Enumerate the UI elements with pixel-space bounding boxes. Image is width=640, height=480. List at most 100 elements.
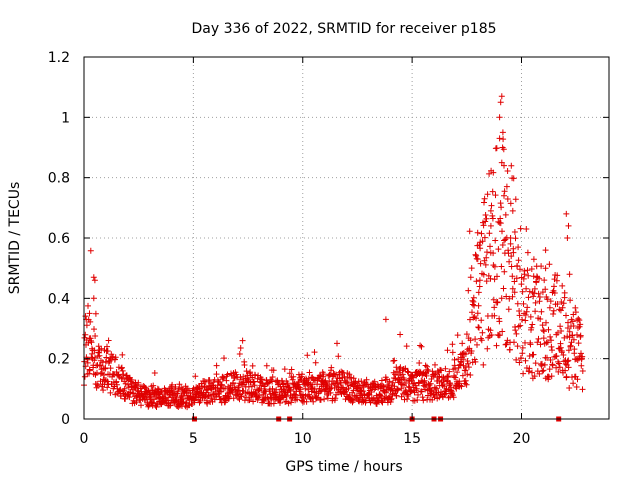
data-point — [466, 228, 473, 235]
data-point — [432, 361, 438, 368]
data-point — [405, 383, 412, 390]
data-point — [465, 364, 472, 371]
data-point — [531, 285, 538, 292]
data-point — [95, 382, 102, 389]
data-point — [551, 290, 558, 296]
data-point — [514, 343, 521, 350]
data-point — [208, 395, 215, 402]
data-point — [87, 318, 94, 325]
data-point — [462, 377, 469, 384]
data-point — [213, 362, 220, 369]
data-point — [101, 372, 107, 378]
data-point — [104, 378, 111, 385]
data-point — [565, 222, 572, 229]
data-point — [373, 401, 380, 407]
data-point — [501, 192, 507, 199]
data-point — [565, 357, 572, 364]
data-point — [478, 230, 485, 237]
data-point — [482, 212, 489, 218]
data-point — [458, 383, 465, 390]
data-point — [327, 389, 334, 396]
chart-title: Day 336 of 2022, SRMTID for receiver p18… — [191, 21, 496, 37]
data-point — [311, 349, 318, 356]
data-point — [104, 343, 110, 350]
data-point — [548, 337, 555, 344]
x-tick-label: 0 — [80, 431, 89, 447]
data-point — [538, 263, 545, 270]
data-point — [464, 358, 471, 364]
data-point — [577, 332, 584, 339]
data-point — [547, 357, 554, 363]
data-point — [519, 344, 526, 351]
data-point — [544, 339, 551, 346]
data-point — [463, 331, 470, 338]
data-point — [258, 376, 265, 383]
data-point — [508, 263, 515, 270]
data-point — [579, 368, 586, 374]
data-point — [388, 396, 395, 403]
y-tick-label: 0 — [61, 412, 70, 428]
data-point — [423, 372, 430, 379]
data-point — [567, 342, 574, 349]
data-point — [487, 207, 494, 214]
data-point — [247, 379, 254, 386]
data-point — [532, 308, 539, 315]
data-point — [523, 226, 530, 232]
data-point — [565, 347, 572, 354]
data-point — [516, 359, 523, 366]
data-point — [460, 356, 467, 363]
data-point — [535, 335, 542, 342]
data-point — [305, 386, 312, 393]
data-point — [413, 385, 420, 392]
grid-lines — [84, 57, 609, 419]
data-point — [474, 229, 481, 236]
data-point — [548, 373, 555, 380]
data-point — [520, 300, 527, 307]
data-point — [507, 200, 514, 207]
data-point — [97, 370, 104, 377]
data-point — [386, 378, 393, 385]
data-point — [530, 351, 537, 358]
data-point — [302, 385, 309, 392]
data-point — [503, 183, 510, 190]
data-point — [529, 369, 535, 376]
y-tick-label: 0.8 — [48, 171, 70, 187]
data-point — [250, 398, 257, 405]
data-point — [480, 361, 487, 368]
data-point — [554, 301, 561, 307]
data-point — [294, 396, 301, 403]
data-point — [481, 257, 488, 264]
data-point — [534, 339, 541, 346]
data-point — [509, 273, 516, 280]
data-point — [561, 289, 568, 296]
data-point — [472, 251, 479, 258]
data-point — [347, 382, 354, 389]
data-point — [442, 365, 449, 372]
y-tick-label: 0.6 — [48, 231, 70, 247]
data-point — [263, 362, 270, 369]
data-point — [506, 258, 513, 265]
data-point — [514, 300, 521, 307]
data-point — [467, 274, 474, 281]
data-point — [150, 382, 157, 389]
data-point — [88, 339, 95, 346]
data-point — [505, 306, 512, 313]
data-point — [567, 297, 574, 304]
data-point — [419, 394, 426, 401]
data-point — [562, 367, 569, 374]
data-point — [489, 188, 496, 195]
data-point — [565, 319, 571, 326]
data-point — [494, 299, 501, 305]
data-point — [213, 371, 220, 378]
data-point — [524, 249, 531, 256]
x-tick-label: 20 — [513, 431, 531, 447]
data-point — [404, 368, 411, 375]
data-point — [501, 268, 508, 275]
data-point — [482, 218, 489, 225]
data-point — [173, 396, 180, 402]
data-point — [417, 342, 424, 349]
data-point — [378, 393, 385, 400]
data-point — [107, 389, 114, 396]
data-point — [238, 393, 245, 400]
